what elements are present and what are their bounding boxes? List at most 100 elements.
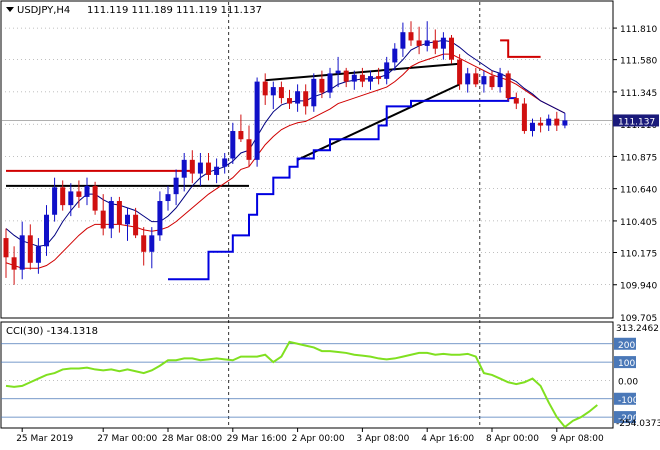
candle-body — [181, 159, 187, 178]
candle-body — [92, 185, 98, 211]
cci-layer — [1, 340, 613, 429]
candle-body — [27, 235, 33, 263]
candle-body — [149, 235, 155, 252]
candle-body — [521, 103, 527, 132]
candle-body — [133, 214, 139, 236]
time-tick-label: 4 Apr 16:00 — [421, 434, 474, 444]
candle-body — [489, 76, 495, 88]
candle-body — [343, 70, 349, 82]
candle-body — [505, 73, 511, 99]
candle-body — [270, 87, 276, 96]
candle-body — [141, 235, 147, 252]
candle-body — [416, 40, 422, 46]
candle-body — [206, 162, 211, 175]
candle-body — [238, 131, 244, 140]
price-range-label: 109.705 — [620, 314, 657, 324]
current-price-badge — [613, 114, 659, 127]
candle-body — [432, 40, 438, 49]
candle-body — [125, 214, 130, 225]
grid-layer — [1, 2, 613, 427]
cci-level-label: 100 — [618, 359, 635, 369]
cci-level-badge — [614, 392, 636, 405]
price-tick-label: 109.940 — [620, 282, 657, 292]
price-tick-label: 110.405 — [620, 218, 657, 228]
candle-body — [68, 191, 74, 206]
trailing-stop-resistance-line — [500, 39, 541, 58]
candle-body — [400, 32, 406, 49]
candle-body — [546, 118, 552, 126]
candle-body — [562, 120, 568, 126]
time-tick-label: 28 Mar 08:00 — [162, 434, 222, 444]
candle-body — [311, 78, 317, 107]
candle-body — [408, 32, 414, 41]
candle-body — [319, 78, 325, 93]
cci-level-label: 0.00 — [618, 377, 638, 387]
candle-body — [278, 87, 284, 99]
candle-body — [481, 76, 487, 85]
price-tick-label: 110.640 — [620, 186, 657, 196]
cci-title: CCI(30) -134.1318 — [6, 326, 98, 337]
candle-body — [189, 159, 195, 174]
candle-body — [327, 73, 333, 93]
axis-layer: 109.940 110.175 110.405 110.640 110.875 111.1… — [16, 25, 660, 444]
candle-body — [222, 158, 228, 167]
trend-line — [297, 83, 461, 161]
cci-level-label: -200 — [618, 414, 639, 424]
candle-body — [44, 214, 49, 247]
cci-level-badge — [614, 411, 636, 424]
cci-panel-frame — [0, 321, 614, 429]
cci-level-badge — [614, 356, 636, 369]
current-price-label: 111.137 — [618, 117, 655, 127]
candle-body — [287, 98, 292, 104]
candle-body — [449, 37, 454, 60]
candle-body — [368, 76, 373, 82]
candle-body — [197, 162, 203, 174]
cci-range-top-label: 313.2462 — [616, 324, 659, 334]
price-tick-label: 110.175 — [620, 249, 657, 259]
time-tick-label: 9 Apr 08:00 — [551, 434, 604, 444]
candle-body — [19, 235, 25, 270]
chart-ohlc-readout: 111.119 111.189 111.119 111.137 — [87, 5, 262, 16]
cci-level-label: -100 — [618, 396, 639, 406]
trailing-stop-line — [168, 97, 517, 281]
candle-body — [157, 201, 163, 236]
candle-body — [530, 122, 535, 132]
cci-level-label: 200 — [618, 341, 635, 351]
time-tick-label: 3 Apr 08:00 — [356, 434, 409, 444]
chart-symbol-timeframe: USDJPY,H4 — [17, 5, 70, 16]
candle-body — [473, 73, 479, 85]
time-tick-label: 2 Apr 00:00 — [292, 434, 345, 444]
moving-average-slow-line — [5, 53, 566, 269]
cci-range-bottom-label: -254.0373 — [616, 419, 660, 429]
candle-body — [465, 73, 471, 85]
candle-body — [11, 257, 17, 270]
candle-body — [100, 210, 106, 229]
candle-body — [424, 40, 430, 46]
candle-body — [108, 201, 114, 229]
candle-body — [376, 76, 382, 79]
candle-body — [35, 246, 41, 263]
cci-line — [5, 340, 598, 429]
candle-body — [440, 37, 446, 49]
candle-body — [76, 191, 82, 197]
candle-body — [351, 74, 357, 82]
candle-body — [165, 194, 171, 202]
price-tick-label: 111.810 — [620, 25, 657, 35]
time-tick-label: 8 Apr 00:00 — [486, 434, 539, 444]
candle-body — [295, 91, 301, 104]
candle-body — [214, 166, 220, 175]
candle-body — [457, 59, 463, 85]
price-tick-label: 111.345 — [620, 89, 657, 99]
time-tick-label: 29 Mar 16:00 — [227, 434, 287, 444]
candle-body — [230, 131, 236, 159]
candle-body — [254, 81, 260, 160]
candle-body — [262, 81, 268, 96]
price-tick-label: 110.875 — [620, 153, 657, 163]
main-panel-frame — [0, 0, 614, 319]
dropdown-triangle-icon[interactable] — [6, 7, 14, 12]
time-tick-label: 27 Mar 00:00 — [97, 434, 157, 444]
candle-body — [246, 139, 252, 160]
candle-body — [173, 177, 179, 195]
cci-level-badge — [614, 337, 636, 350]
